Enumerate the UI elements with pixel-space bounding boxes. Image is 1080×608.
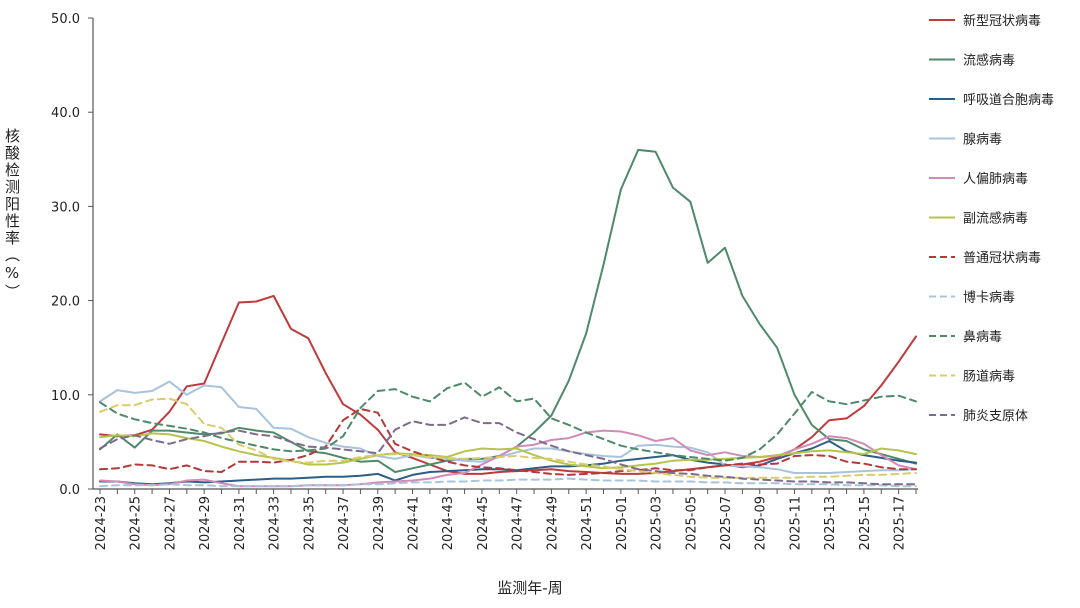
y-tick-label: 40.0	[51, 106, 80, 121]
series-line-5	[99, 432, 917, 470]
x-tick-label: 2025-01	[615, 496, 630, 550]
x-tick-label: 2024-37	[337, 496, 352, 550]
legend-label: 鼻病毒	[963, 329, 1002, 345]
x-tick-label: 2025-15	[858, 496, 873, 550]
series-line-8	[99, 381, 917, 462]
y-axis-title-text: 核酸检测阳性率（%）	[3, 128, 21, 301]
legend-label: 肠道病毒	[963, 370, 1015, 385]
x-axis-title: 监测年-周	[497, 579, 562, 597]
legend-label: 人偏肺病毒	[963, 172, 1028, 187]
series-line-1	[99, 148, 917, 473]
y-tick-label: 20.0	[51, 295, 80, 310]
legend-label: 普通冠状病毒	[963, 251, 1041, 266]
y-tick-label: 10.0	[51, 389, 80, 404]
x-tick-label: 2025-03	[650, 496, 665, 550]
legend-label: 肺炎支原体	[963, 409, 1028, 424]
legend: 新型冠状病毒流感病毒呼吸道合胞病毒腺病毒人偏肺病毒副流感病毒普通冠状病毒博卡病毒…	[929, 13, 1054, 424]
x-tick-label: 2025-17	[893, 496, 908, 550]
x-tick-label: 2024-47	[511, 496, 526, 550]
x-tick-label: 2024-27	[163, 496, 178, 550]
plot-area: 0.010.020.030.040.050.0 2024-23 2024-25 20…	[51, 12, 918, 550]
x-tick-label: 2024-51	[580, 496, 595, 550]
x-tick-label: 2024-25	[129, 496, 144, 550]
x-tick-label: 2025-07	[719, 496, 734, 550]
x-tick-label: 2024-33	[268, 496, 283, 550]
x-tick-label: 2024-35	[302, 496, 317, 550]
x-tick-label: 2024-31	[233, 496, 248, 550]
x-tick-label: 2025-09	[754, 496, 769, 550]
legend-label: 博卡病毒	[963, 291, 1015, 306]
series-line-3	[99, 380, 917, 474]
x-tick-label: 2024-43	[441, 496, 456, 550]
x-tick-label: 2024-41	[407, 496, 422, 550]
series-line-10	[99, 416, 917, 486]
series-line-6	[99, 407, 917, 476]
y-tick-label: 0.0	[59, 483, 80, 498]
y-axis-ticks: 0.0 10.0 20.0 30.0 40.0 50.0	[51, 12, 93, 498]
x-tick-label: 2024-29	[198, 496, 213, 550]
series-line-4	[99, 429, 917, 488]
series-line-7	[99, 477, 917, 488]
legend-label: 流感病毒	[963, 53, 1015, 69]
x-tick-label: 2025-13	[823, 496, 838, 550]
x-tick-label: 2024-45	[476, 496, 491, 550]
legend-label: 副流感病毒	[963, 211, 1028, 227]
y-tick-label: 50.0	[51, 12, 80, 27]
x-tick-label: 2025-11	[788, 496, 803, 550]
x-tick-label: 2025-05	[684, 496, 699, 550]
y-axis-title: 核酸检测阳性率（%）	[3, 128, 21, 301]
legend-label: 呼吸道合胞病毒	[963, 93, 1054, 108]
x-axis-ticks: 2024-23 2024-25 2024-27 2024-29 2024-31 2024-…	[94, 489, 917, 550]
series-lines	[99, 148, 917, 488]
y-tick-label: 30.0	[51, 200, 80, 215]
legend-label: 新型冠状病毒	[963, 13, 1041, 29]
x-tick-label: 2024-39	[372, 496, 387, 550]
x-tick-label: 2024-23	[94, 496, 109, 550]
x-tick-label: 2024-49	[545, 496, 560, 550]
legend-label: 腺病毒	[963, 133, 1002, 148]
series-line-9	[99, 397, 917, 479]
